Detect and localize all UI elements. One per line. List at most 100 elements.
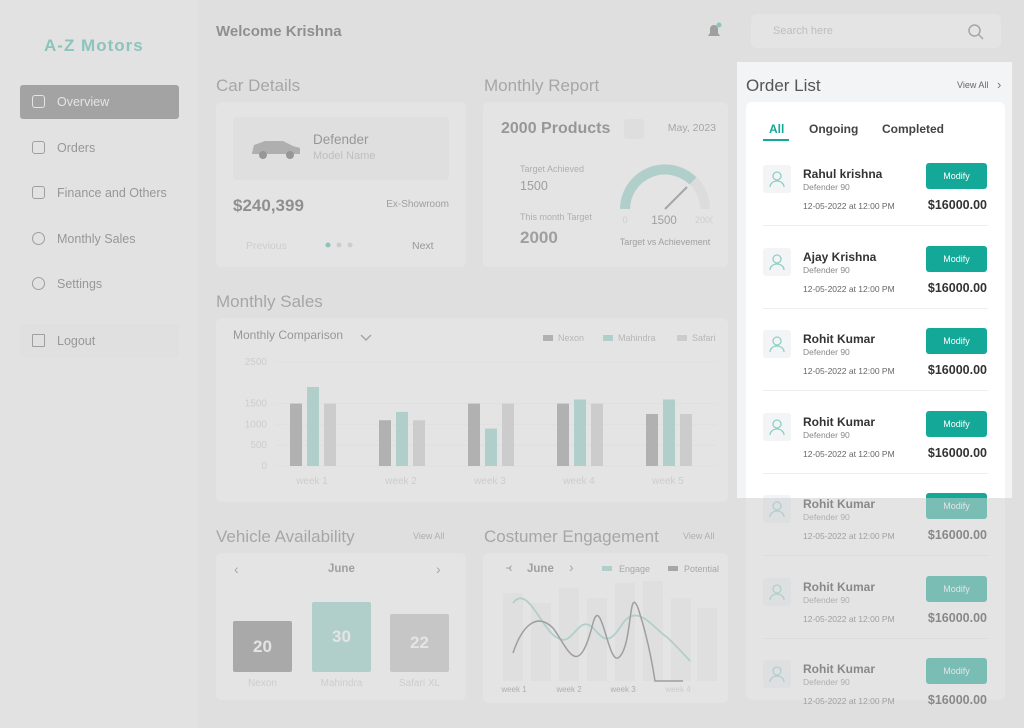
- y-tick-label: 2500: [245, 357, 268, 368]
- bar: [413, 420, 425, 466]
- week-label: week 1: [500, 685, 527, 694]
- order-name: Rohit Kumar: [803, 579, 875, 594]
- products: 2000 Products: [501, 120, 611, 137]
- achieved-label: Target Achieved: [520, 164, 585, 174]
- divider: [763, 225, 988, 226]
- week-label: week 3: [609, 685, 636, 694]
- menu-icon: [32, 232, 45, 245]
- legend-label: Engage: [619, 564, 650, 574]
- x-tick-label: week 2: [384, 476, 417, 487]
- menu-icon: [32, 95, 45, 108]
- view-all[interactable]: View All: [683, 531, 715, 541]
- bar: [307, 386, 319, 466]
- gauge-min: 0: [622, 215, 627, 225]
- section-title: Costumer Engagement: [484, 527, 659, 546]
- availability-label: Mahindra: [320, 678, 363, 689]
- month: June: [328, 563, 355, 575]
- model-label: Model Name: [313, 150, 376, 162]
- edit-icon[interactable]: [624, 119, 644, 139]
- section-title: Monthly Report: [484, 76, 600, 95]
- bar: [574, 399, 586, 466]
- modify-button[interactable]: Modify: [926, 575, 987, 602]
- avatar: [763, 577, 791, 606]
- legend-label: Safari: [692, 333, 716, 343]
- bar: [591, 403, 603, 466]
- bell-icon[interactable]: [704, 21, 724, 41]
- x-tick-label: week 4: [562, 476, 595, 487]
- bar: [324, 403, 336, 466]
- menu-item[interactable]: Finance and Others: [20, 176, 179, 210]
- order-amount: $16000.00: [927, 280, 987, 295]
- menu-item[interactable]: Settings: [20, 267, 179, 301]
- availability-label: Nexon: [248, 678, 277, 689]
- order-date: 12-05-2022 at 12:00 PM: [803, 531, 895, 541]
- menu-label: Orders: [57, 141, 96, 155]
- menu-icon: [32, 141, 45, 154]
- modify-button[interactable]: Modify: [926, 410, 987, 437]
- bar: [396, 411, 408, 466]
- availability-box: 20: [233, 621, 292, 672]
- view-all[interactable]: View All: [413, 531, 445, 541]
- order-amount: $16000.00: [927, 528, 987, 542]
- modify-button[interactable]: Modify: [926, 245, 987, 272]
- chart-title: Monthly Comparison: [233, 328, 343, 342]
- order-model: Defender 90: [803, 512, 850, 522]
- order-amount: $16000.00: [927, 198, 987, 212]
- order-amount: $16000.00: [927, 363, 987, 377]
- section-title: Vehicle Availability: [216, 527, 355, 546]
- menu-item[interactable]: Overview: [20, 85, 179, 119]
- svg-text:‹: ‹: [508, 559, 513, 575]
- search-placeholder: Search here: [773, 25, 833, 37]
- order-date: 12-05-2022 at 12:00 PM: [803, 201, 895, 211]
- gauge-caption: Target vs Achievement: [620, 237, 711, 247]
- modify-button[interactable]: Modify: [926, 658, 987, 684]
- next-button[interactable]: Next: [412, 240, 434, 252]
- target: 2000: [520, 228, 558, 247]
- logout-label: Logout: [57, 334, 96, 348]
- menu-item[interactable]: Orders: [20, 131, 179, 165]
- price: $240,399: [233, 196, 304, 215]
- view-all[interactable]: View All: [957, 80, 989, 90]
- bar: [290, 403, 302, 466]
- tab[interactable]: Ongoing: [809, 122, 859, 136]
- bar: [485, 428, 497, 466]
- engagement-chart: ‹ › June Engage Potential week 1 week 2 w…: [483, 553, 728, 703]
- availability-box: 30: [312, 602, 371, 672]
- divider: [763, 555, 988, 556]
- tab[interactable]: All: [769, 122, 785, 136]
- menu-label: Monthly Sales: [57, 232, 136, 246]
- availability-box: 22: [390, 614, 449, 672]
- target-label: This month Target: [520, 212, 592, 222]
- sidebar: [0, 0, 198, 728]
- modify-button[interactable]: Modify: [926, 493, 987, 519]
- chevron: ›: [997, 77, 1002, 92]
- order-name: Ajay Krishna: [803, 249, 877, 264]
- order-date: 12-05-2022 at 12:00 PM: [803, 283, 895, 294]
- avatar: [763, 330, 791, 358]
- tab[interactable]: Completed: [882, 122, 945, 136]
- car-card: Defender Model Name $240,399 Ex-Showroom…: [216, 102, 466, 267]
- achieved: 1500: [520, 179, 548, 193]
- pager-dots: [325, 242, 353, 248]
- order-amount: $16000.00: [927, 693, 987, 707]
- x-tick-label: week 3: [473, 476, 506, 487]
- next-arrow[interactable]: ›: [436, 561, 441, 577]
- logout[interactable]: Logout: [20, 324, 179, 358]
- prev-arrow[interactable]: ‹: [234, 561, 239, 577]
- modify-button[interactable]: Modify: [926, 328, 987, 354]
- order-name: Rohit Kumar: [803, 497, 875, 511]
- order-name: Rohit Kumar: [803, 414, 875, 429]
- prev-button[interactable]: Previous: [246, 240, 287, 252]
- modify-button[interactable]: Modify: [926, 163, 987, 189]
- search-icon: [968, 24, 984, 40]
- menu-item[interactable]: Monthly Sales: [20, 222, 179, 256]
- order-model: Defender 90: [803, 429, 850, 440]
- divider: [763, 390, 988, 391]
- legend-label: Potential: [684, 564, 719, 574]
- order-model: Defender 90: [803, 677, 850, 687]
- search-box[interactable]: Search here: [751, 14, 1001, 48]
- x-tick-label: week 1: [295, 476, 328, 487]
- section-title: Car Details: [216, 76, 301, 95]
- order-title: Order List: [746, 76, 821, 95]
